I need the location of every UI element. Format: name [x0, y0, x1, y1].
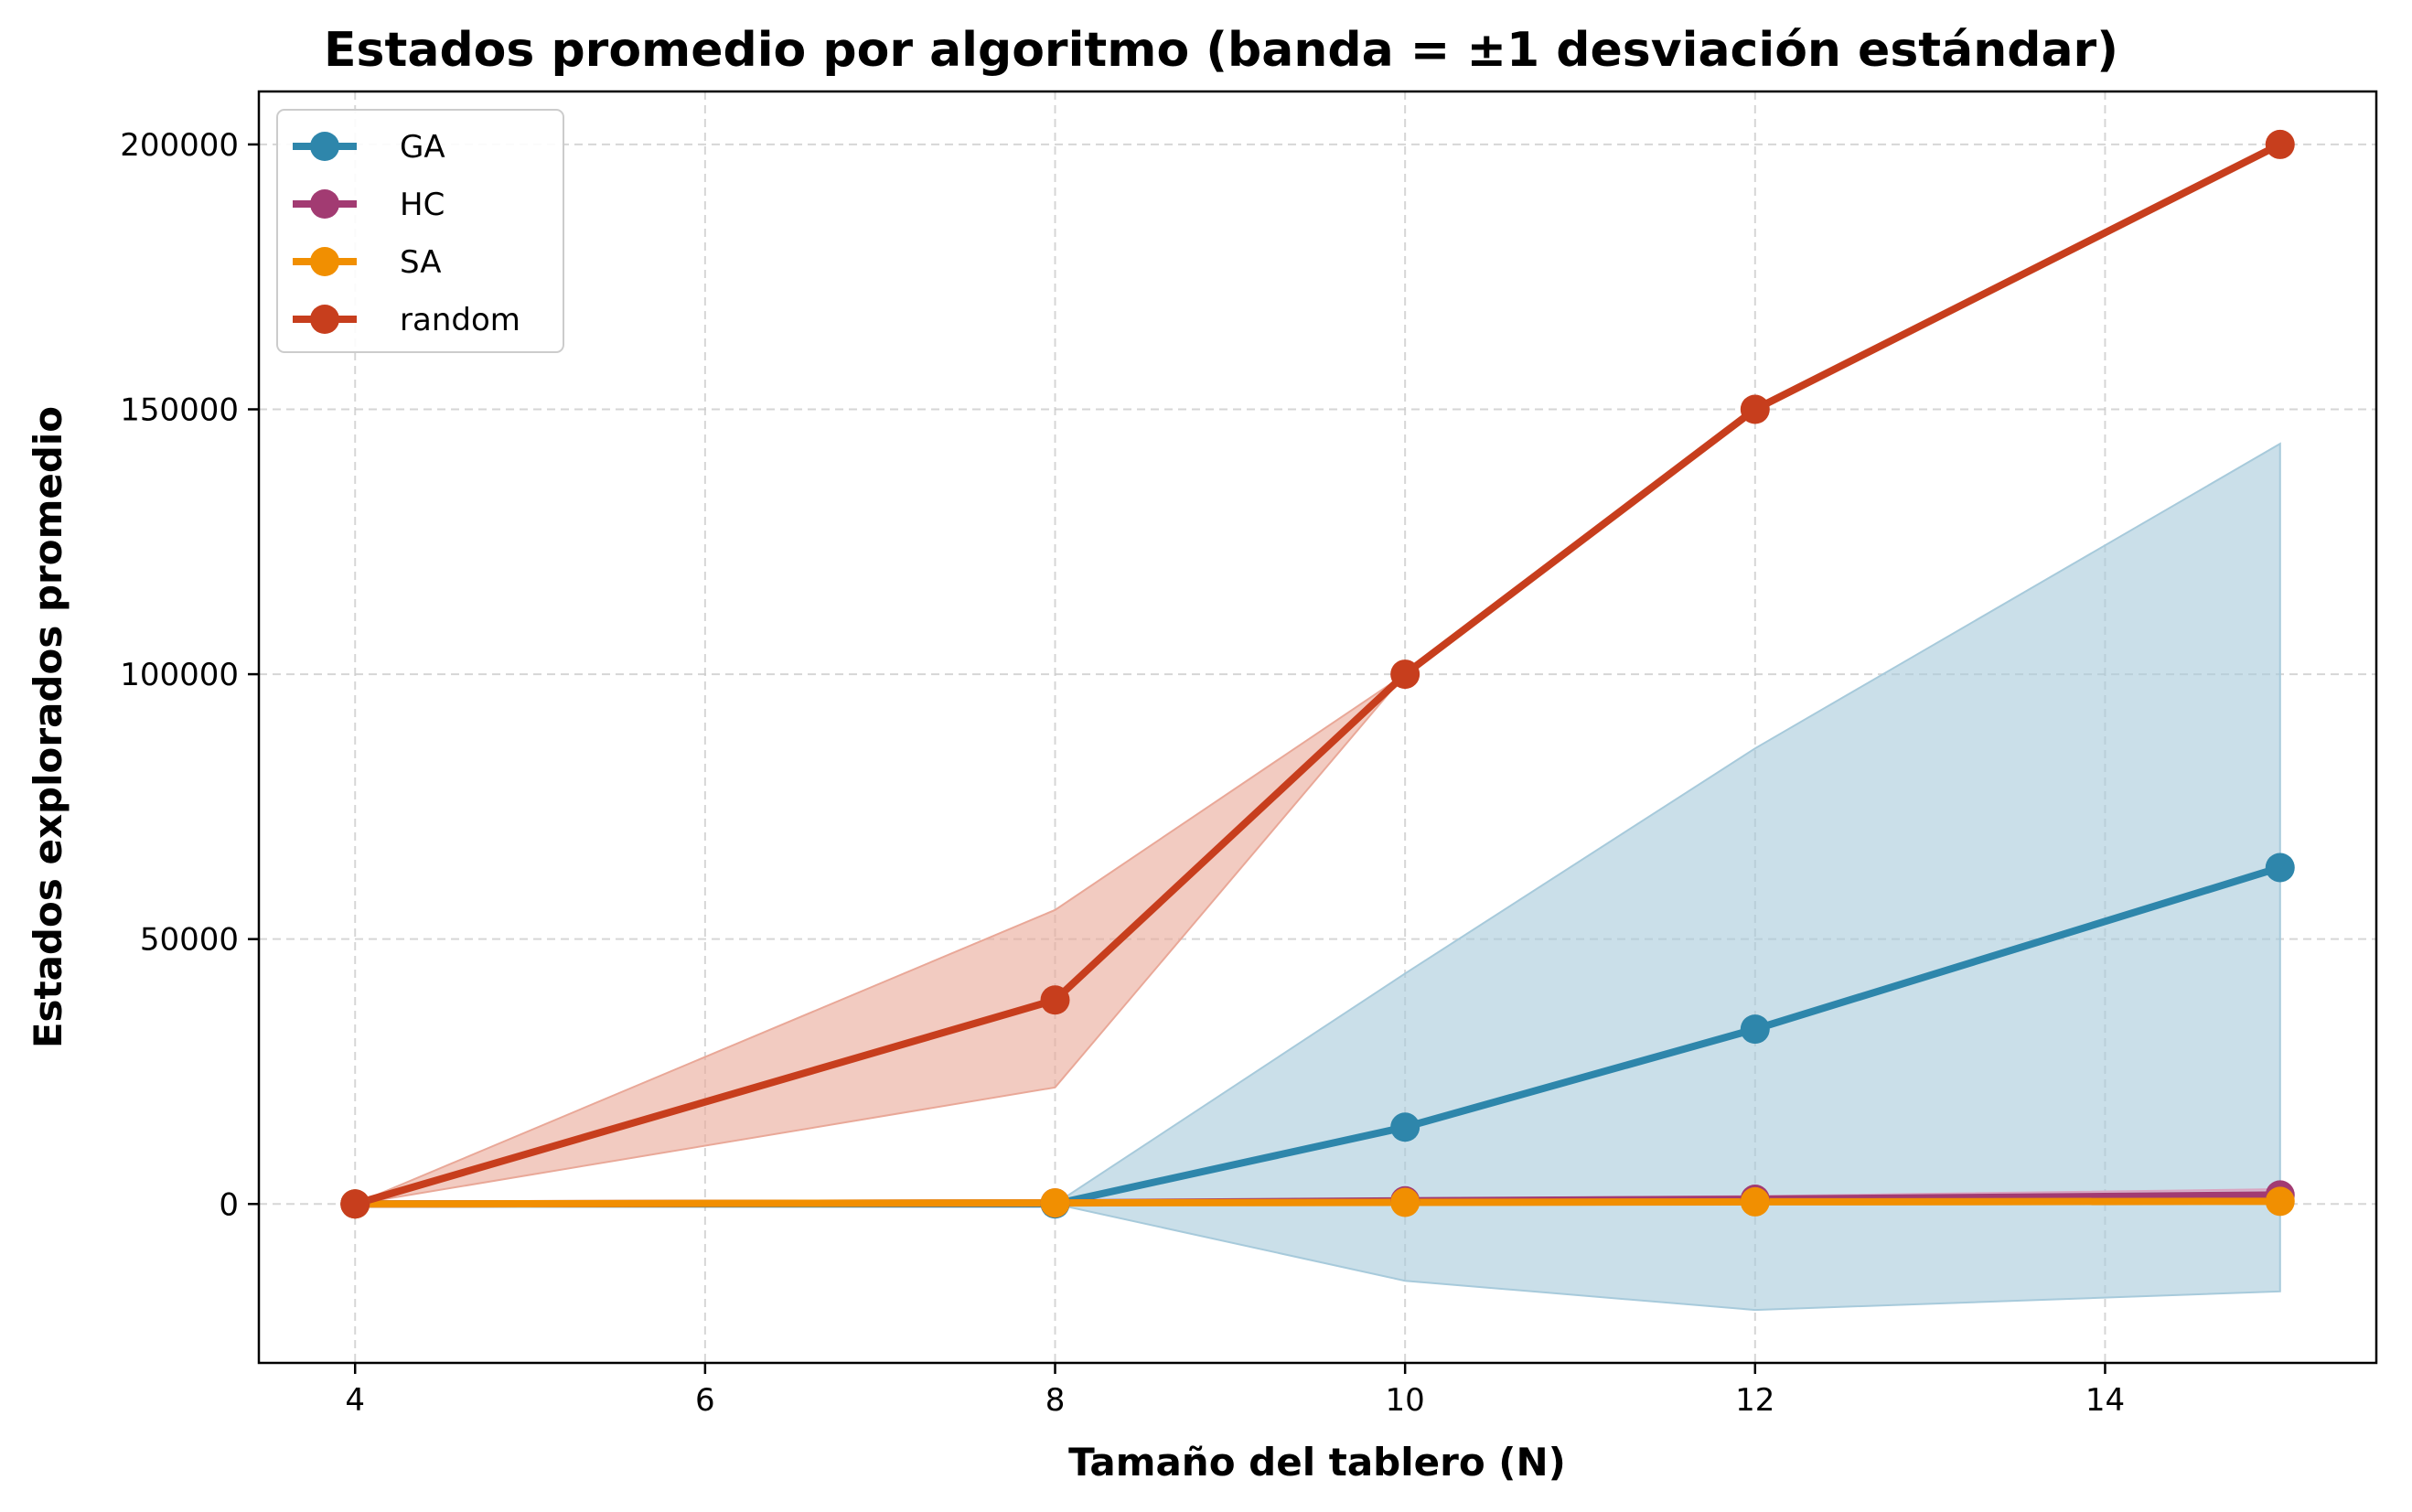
legend-marker-ga	[310, 132, 339, 161]
x-tick-label-12: 12	[1735, 1382, 1774, 1419]
legend-items: GA HC SA random	[293, 129, 520, 338]
legend-marker-hc	[310, 189, 339, 219]
plot-frame	[257, 90, 2378, 1365]
point-sa-12	[1740, 1186, 1770, 1217]
legend-label-hc: HC	[400, 187, 445, 223]
line-sa	[351, 1197, 2284, 1208]
point-random-10	[1390, 659, 1420, 690]
y-axis-label: Estados explorados promedio	[26, 406, 70, 1048]
legend-marker-random	[310, 305, 339, 334]
y-axis-ticks: 0 50000 100000 150000 200000	[120, 127, 259, 1223]
chart-title: Estados promedio por algoritmo (banda = …	[324, 23, 2118, 78]
y-tick-label-100000: 100000	[120, 657, 239, 693]
point-ga-15	[2265, 853, 2295, 883]
y-tick-label-50000: 50000	[140, 922, 239, 959]
legend-label-random: random	[400, 302, 520, 338]
point-random-4	[340, 1189, 370, 1219]
x-axis-ticks: 4 6 8 10 12 14	[345, 1363, 2125, 1419]
legend-label-sa: SA	[400, 244, 441, 281]
x-tick-label-8: 8	[1045, 1382, 1066, 1419]
point-sa-8	[1040, 1188, 1070, 1218]
point-random-15	[2265, 129, 2295, 159]
legend-marker-sa	[310, 247, 339, 276]
x-tick-label-10: 10	[1386, 1382, 1425, 1419]
point-sa-15	[2265, 1186, 2295, 1217]
point-random-8	[1040, 985, 1070, 1015]
point-ga-10	[1390, 1112, 1420, 1142]
legend: GA HC SA random	[276, 109, 564, 353]
x-axis-label: Tamaño del tablero (N)	[1068, 1440, 1566, 1485]
legend-label-ga: GA	[400, 129, 445, 166]
y-tick-label-200000: 200000	[120, 127, 239, 164]
point-sa-10	[1390, 1187, 1420, 1217]
point-ga-12	[1740, 1014, 1770, 1045]
x-tick-label-14: 14	[2085, 1382, 2125, 1419]
x-tick-label-6: 6	[695, 1382, 715, 1419]
y-tick-label-0: 0	[219, 1186, 239, 1223]
point-random-12	[1740, 394, 1770, 424]
series-markers	[340, 129, 2295, 1219]
y-tick-label-150000: 150000	[120, 392, 239, 429]
legend-box	[276, 109, 564, 353]
x-tick-label-4: 4	[345, 1382, 365, 1419]
